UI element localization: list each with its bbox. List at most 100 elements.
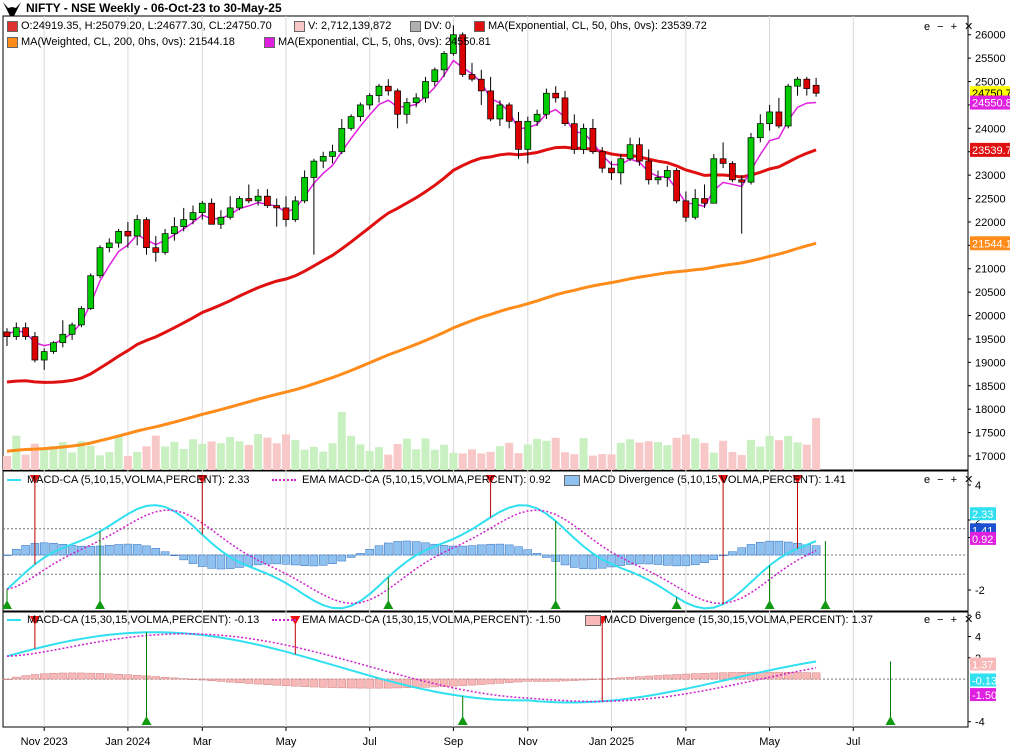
macd-tick-label: -2 <box>975 585 985 597</box>
macd-divergence-bar <box>291 554 300 566</box>
volume-bar <box>728 451 737 470</box>
macd-divergence-bar <box>179 554 188 561</box>
x-tick-label: May <box>276 736 297 748</box>
macd-axis-label-bg <box>970 657 996 671</box>
candle-body <box>403 102 411 115</box>
candle-body <box>645 160 653 181</box>
volume-bar <box>216 443 225 470</box>
macd-divergence-bar <box>151 548 161 556</box>
pane-controls-main[interactable]: е − + ✕ <box>924 21 976 33</box>
macd-divergence-bar <box>253 678 263 685</box>
buy-signal-triangle <box>885 716 896 725</box>
macd-divergence-bar <box>225 678 235 683</box>
macd-divergence-bar <box>263 678 272 685</box>
volume-bar <box>402 438 411 470</box>
candle-body <box>96 247 104 277</box>
candle-body <box>561 97 569 124</box>
macd-divergence-bar <box>635 676 644 680</box>
volume-bar <box>747 439 755 470</box>
price-tick-label: 22000 <box>975 217 1006 229</box>
macd-divergence-bar <box>728 551 737 556</box>
volume-bar <box>468 449 476 470</box>
price-tick-label: 22500 <box>975 194 1006 206</box>
volume-bar <box>309 446 318 470</box>
volume-bar <box>319 451 328 470</box>
ema5-line <box>6 59 817 347</box>
candle-body <box>729 163 736 181</box>
chart-title: NIFTY - NSE Weekly - 06-Oct-23 to 30-May… <box>26 1 282 15</box>
macd-divergence-bar <box>458 545 467 556</box>
macd-axis-label-bg <box>970 507 996 521</box>
macd-divergence-bar <box>644 675 653 680</box>
x-tick-label: Jan 2024 <box>105 736 150 748</box>
volume-bar <box>244 444 253 470</box>
candle-body <box>515 120 522 150</box>
macd-divergence-bar <box>77 672 86 680</box>
macd-tick-label: -4 <box>975 717 985 729</box>
volume-bar <box>607 454 616 470</box>
candle-body <box>701 198 708 204</box>
macd-divergence-bar <box>2 554 12 556</box>
candle-body <box>143 219 150 249</box>
price-tick-label: 20000 <box>975 311 1006 323</box>
volume-bar <box>579 438 588 470</box>
volume-bar <box>189 439 197 470</box>
legend-ema5: MA(Exponential, CL, 5, 0hs, 0vs): 24550.… <box>264 36 491 48</box>
volume-bar <box>68 452 77 470</box>
macd-axis-label: -0.13 <box>972 675 997 687</box>
macd-divergence-bar <box>756 541 765 556</box>
volume-bar <box>812 418 821 470</box>
macd-divergence-bar <box>625 676 635 680</box>
pane-controls-macd2[interactable]: е − + ✕ <box>924 614 976 626</box>
price-tick-label: 19500 <box>975 334 1006 346</box>
price-axis-label: 21544.1 <box>972 238 1010 250</box>
x-tick-label: Jan 2025 <box>589 736 634 748</box>
macd2-ema-swatch-icon <box>272 619 296 621</box>
x-tick-label: Jul <box>846 736 860 748</box>
macd-divergence-bar <box>281 554 291 565</box>
candle-body <box>450 34 457 54</box>
x-tick-label: Mar <box>193 736 212 748</box>
price-tick-label: 19000 <box>975 357 1006 369</box>
legend-macd2-div: MACD Divergence (15,30,15,VOLMA,PERCENT)… <box>585 614 873 626</box>
candle-body <box>226 207 234 218</box>
macd-divergence-bar <box>542 678 551 682</box>
macd-divergence-bar <box>151 676 161 680</box>
macd-divergence-bar <box>188 678 198 680</box>
macd-divergence-bar <box>114 544 123 556</box>
volume-bar <box>272 443 281 470</box>
candle-body <box>654 177 662 181</box>
macd-divergence-bar <box>514 546 523 556</box>
legend-dv: DV: 0 <box>410 20 451 32</box>
candle-body <box>59 333 67 344</box>
pane-controls-macd1[interactable]: е − + ✕ <box>924 474 976 486</box>
sell-signal-triangle <box>197 475 208 484</box>
candle-body <box>282 207 290 220</box>
macd-line <box>6 504 817 610</box>
volume-bar <box>691 438 700 470</box>
volume-bar <box>430 449 439 470</box>
sell-signal-triangle <box>29 475 40 484</box>
ema5-swatch-icon <box>264 36 275 48</box>
macd-divergence-bar <box>486 543 495 556</box>
candle-body <box>105 242 113 249</box>
candle-body <box>431 69 439 82</box>
candle-body <box>738 179 746 183</box>
x-tick-label: May <box>759 736 780 748</box>
volume-bar <box>226 436 235 470</box>
volume-bar <box>635 442 644 470</box>
candle-body <box>78 308 85 326</box>
candle-body <box>254 195 262 202</box>
macd-divergence-bar <box>291 678 300 687</box>
macd-divergence-bar <box>346 554 356 558</box>
macd-divergence-bar <box>793 672 802 680</box>
macd-divergence-bar <box>2 678 12 680</box>
macd-divergence-bar <box>365 549 374 556</box>
macd-divergence-bar <box>700 554 709 563</box>
macd-axis-label: 2.33 <box>972 509 993 521</box>
price-tick-label: 17500 <box>975 428 1006 440</box>
x-tick-label: Mar <box>676 736 695 748</box>
volume-bar <box>198 443 207 470</box>
macd-divergence-bar <box>495 543 505 556</box>
legend-macd2-ema: EMA MACD-CA (15,30,15,VOLMA,PERCENT): -1… <box>272 614 561 626</box>
